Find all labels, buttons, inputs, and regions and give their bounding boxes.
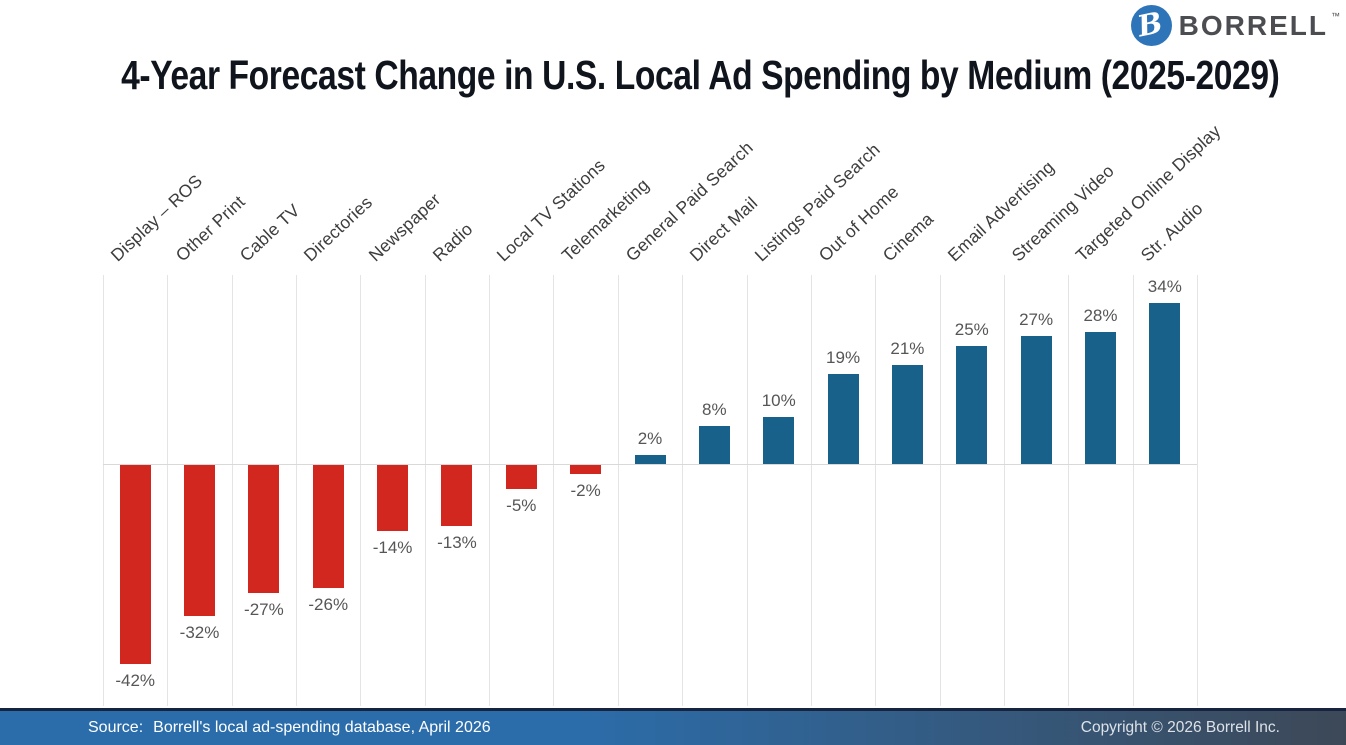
gridline-vertical — [617, 275, 619, 706]
bar-value-label-streaming-video: 27% — [1019, 310, 1054, 330]
bar-value-label-general-paid-search: 2% — [637, 428, 663, 448]
bar-listings-paid-search — [763, 416, 795, 464]
bar-direct-mail — [698, 426, 730, 464]
gridline-vertical — [103, 275, 104, 706]
zero-baseline — [103, 464, 1197, 465]
gridline-vertical — [296, 275, 298, 706]
plot-area: -42% Display – ROS -32% Other Print -27% Cabl… — [103, 121, 1225, 706]
borrell-logo-circle-icon: B — [1130, 5, 1172, 46]
bar-value-label-local-tv-stations: -5% — [506, 495, 537, 515]
bar-value-label-cinema: 21% — [890, 338, 925, 358]
gridline-vertical — [939, 275, 941, 706]
borrell-monogram-icon: B — [1134, 5, 1166, 44]
x-axis-category-label-radio: Radio — [428, 218, 477, 266]
bar-directories — [312, 465, 344, 588]
bar-cinema — [891, 364, 923, 464]
gridline-vertical — [553, 275, 555, 706]
bar-streaming-video — [1020, 336, 1052, 464]
gridline-vertical — [1068, 275, 1070, 706]
gridline-vertical — [1197, 275, 1198, 706]
bar-display-ros — [119, 465, 151, 664]
gridline-vertical — [746, 275, 748, 706]
bar-cable-tv — [248, 465, 280, 593]
bar-telemarketing — [570, 465, 602, 475]
chart-title: 4-Year Forecast Change in U.S. Local Ad … — [121, 52, 1280, 98]
gridline-vertical — [875, 275, 877, 706]
bar-value-label-targeted-online-display: 28% — [1083, 305, 1118, 325]
gridline-vertical — [1132, 275, 1134, 706]
footer-top-strip — [0, 708, 1346, 711]
bar-value-label-email-advertising: 25% — [954, 319, 989, 339]
source-note: Source: Borrell's local ad-spending datab… — [88, 711, 491, 745]
gridline-vertical — [360, 275, 362, 706]
x-axis-category-label-cinema: Cinema — [879, 208, 938, 266]
gridline-vertical — [810, 275, 812, 706]
source-label: Source: — [88, 719, 144, 736]
bar-value-label-str-audio: 34% — [1147, 277, 1182, 297]
bar-value-label-newspaper: -14% — [372, 538, 413, 558]
bar-targeted-online-display — [1084, 331, 1116, 464]
bar-radio — [441, 465, 473, 527]
gridline-vertical — [489, 275, 491, 706]
borrell-logo: B BORRELL ™ — [1130, 5, 1340, 46]
copyright-text: Copyright © 2026 Borrell Inc. — [1080, 719, 1280, 736]
bar-value-label-telemarketing: -2% — [570, 481, 601, 501]
footer-bar: Source: Borrell's local ad-spending datab… — [0, 711, 1346, 745]
gridline-vertical — [682, 275, 684, 706]
source-text: Borrell's local ad-spending database, Ap… — [153, 719, 491, 736]
bar-value-label-directories: -26% — [308, 594, 349, 614]
bar-value-label-out-of-home: 19% — [826, 348, 861, 368]
x-axis-category-label-local-tv-stations: Local TV Stations — [492, 154, 610, 266]
bar-out-of-home — [827, 374, 859, 464]
bar-value-label-direct-mail: 8% — [702, 400, 727, 420]
gridline-vertical — [231, 275, 233, 706]
gridline-vertical — [167, 275, 169, 706]
bar-value-label-listings-paid-search: 10% — [761, 390, 796, 410]
gridline-vertical — [424, 275, 426, 706]
bar-value-label-display-ros: -42% — [115, 670, 156, 690]
bar-local-tv-stations — [505, 465, 537, 489]
x-axis-category-label-directories: Directories — [299, 192, 377, 266]
bar-value-label-radio: -13% — [437, 533, 477, 553]
bar-other-print — [184, 465, 216, 617]
bar-newspaper — [377, 465, 409, 532]
bar-str-audio — [1149, 303, 1181, 464]
borrell-wordmark: BORRELL — [1178, 9, 1328, 41]
x-axis-category-label-email-advertising: Email Advertising — [943, 156, 1058, 266]
gridline-vertical — [1003, 275, 1005, 706]
bar-value-label-cable-tv: -27% — [244, 599, 284, 619]
bar-email-advertising — [956, 345, 988, 464]
trademark-symbol: ™ — [1331, 11, 1340, 21]
bar-general-paid-search — [634, 454, 666, 464]
bar-value-label-other-print: -32% — [179, 623, 220, 643]
